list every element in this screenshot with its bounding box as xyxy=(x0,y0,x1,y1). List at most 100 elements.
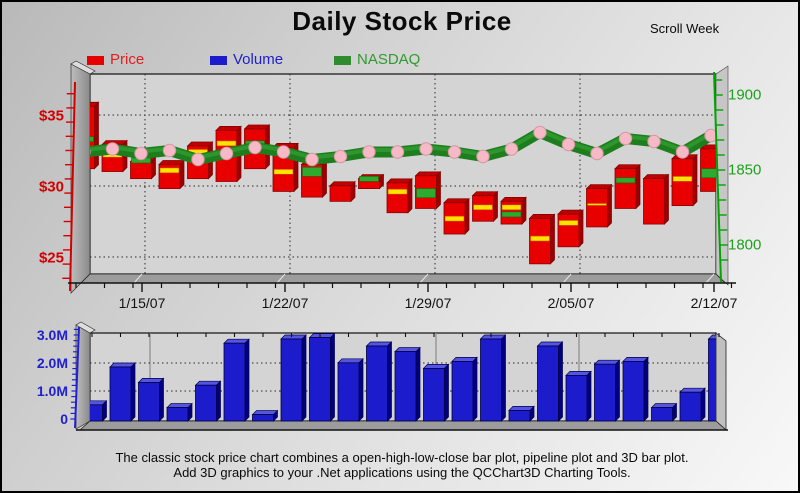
volume-bar xyxy=(622,356,649,422)
volume-bar xyxy=(365,341,393,422)
volume-bar xyxy=(650,402,678,422)
volume-bar xyxy=(451,356,478,422)
pipeline-joint xyxy=(105,142,120,156)
price-bars xyxy=(90,101,716,265)
yellow-marker xyxy=(473,204,493,211)
price-bar xyxy=(357,173,385,190)
price-bar xyxy=(500,196,527,225)
volume-bar xyxy=(90,399,108,422)
volume-swatch-icon xyxy=(210,55,227,65)
green-marker xyxy=(416,188,436,198)
price-bar xyxy=(699,144,716,192)
volume-bar xyxy=(308,333,336,422)
pipeline-joint xyxy=(447,145,462,159)
nasdaq-pipeline xyxy=(90,125,716,167)
legend-item-volume: Volume xyxy=(210,51,284,68)
price-bar xyxy=(528,213,556,265)
volume-axis xyxy=(70,326,80,429)
green-marker xyxy=(359,176,379,182)
price-axis-label: $25 xyxy=(38,249,64,267)
legend-label-price: Price xyxy=(110,51,145,68)
price-bar xyxy=(642,173,670,225)
price-axis-label: $35 xyxy=(38,107,64,125)
legend-label-volume: Volume xyxy=(233,51,284,68)
volume-bar xyxy=(394,346,421,422)
price-chart xyxy=(62,60,736,294)
pipeline-joint xyxy=(504,142,519,156)
volume-bar xyxy=(422,363,450,422)
volume-bar xyxy=(109,362,136,422)
date-label: 2/12/07 xyxy=(690,295,738,311)
pipeline-joint xyxy=(476,149,490,164)
volume-bar xyxy=(223,338,250,422)
yellow-marker xyxy=(672,176,693,182)
volume-bar xyxy=(565,370,592,422)
price-bar xyxy=(129,156,157,180)
scroll-week-label[interactable]: Scroll Week xyxy=(650,21,720,36)
pipeline-joint xyxy=(675,145,690,159)
volume-bar xyxy=(251,409,279,422)
legend-item-nasdaq: NASDAQ xyxy=(334,51,421,68)
pipeline-joint xyxy=(561,137,576,152)
pipeline-joint xyxy=(362,145,376,159)
date-label: 2/05/07 xyxy=(547,295,595,311)
price-bar xyxy=(300,159,328,198)
volume-axis-label: 2.0M xyxy=(36,355,68,371)
pipeline-joint xyxy=(162,143,177,158)
price-bar xyxy=(614,163,641,210)
price-bar xyxy=(671,153,698,207)
pipeline-joint xyxy=(305,152,319,167)
green-marker xyxy=(701,168,716,179)
pipeline-joint xyxy=(618,131,633,146)
pipeline-joint xyxy=(134,146,148,161)
volume-bar xyxy=(280,334,307,422)
price-bar xyxy=(557,209,584,248)
volume-bar xyxy=(194,380,222,422)
green-marker xyxy=(302,167,322,177)
date-label: 1/15/07 xyxy=(118,295,166,311)
nasdaq-axis xyxy=(713,71,729,283)
pipeline-joint xyxy=(590,146,604,161)
volume-bar xyxy=(508,405,535,422)
nasdaq-axis-label: 1850 xyxy=(728,161,762,179)
price-bar xyxy=(471,190,499,223)
volume-chart xyxy=(70,321,728,431)
legend-label-nasdaq: NASDAQ xyxy=(357,51,421,68)
nasdaq-axis-label: 1800 xyxy=(728,236,762,254)
yellow-marker xyxy=(501,204,522,211)
volume-bar xyxy=(337,357,364,422)
pipeline-joint xyxy=(704,128,716,143)
volume-bar xyxy=(479,334,507,422)
yellow-marker xyxy=(216,140,237,147)
pipeline-joint xyxy=(333,149,348,164)
yellow-marker xyxy=(558,220,579,226)
volume-bar xyxy=(593,359,621,422)
price-bar xyxy=(585,183,613,228)
legend-item-price: Price xyxy=(87,51,145,68)
volume-bar xyxy=(166,402,193,422)
price-bar xyxy=(414,170,442,210)
volume-axis-label: 0 xyxy=(60,411,68,427)
volume-bar xyxy=(679,387,706,422)
yellow-marker xyxy=(387,188,408,195)
green-marker xyxy=(501,211,522,218)
price-swatch-icon xyxy=(87,55,104,65)
yellow-marker xyxy=(159,167,180,174)
pipeline-joint xyxy=(419,142,433,156)
pipeline-joint xyxy=(248,140,262,155)
caption-line-2: Add 3D graphics to your .Net application… xyxy=(173,465,631,480)
price-axis-label: $30 xyxy=(38,178,64,196)
volume-axis-label: 3.0M xyxy=(36,327,68,343)
yellow-marker xyxy=(444,215,465,222)
date-label: 1/29/07 xyxy=(404,295,452,311)
pipeline-joint xyxy=(647,134,661,149)
yellow-marker xyxy=(273,169,294,175)
pipeline-joint xyxy=(90,149,91,155)
volume-bar xyxy=(536,341,564,422)
pipeline-joint xyxy=(390,145,405,159)
date-axis xyxy=(68,282,736,292)
pipeline-joint xyxy=(276,145,291,159)
price-axis xyxy=(62,81,76,292)
caption-line-1: The classic stock price chart combines a… xyxy=(115,450,689,465)
